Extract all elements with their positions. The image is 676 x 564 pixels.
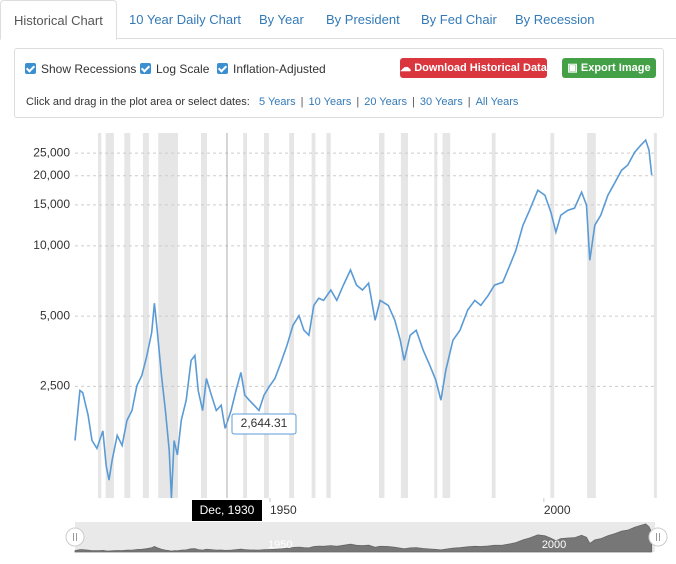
date-range-row: Click and drag in the plot area or selec… <box>26 96 519 108</box>
tab[interactable]: By Recession <box>515 12 595 27</box>
navigator-handle <box>648 527 668 547</box>
recession-band <box>311 133 316 498</box>
navigator-handle-grip <box>656 533 660 541</box>
checkbox-label: Log Scale <box>156 62 210 76</box>
tab[interactable]: By Fed Chair <box>421 12 497 27</box>
recession-band <box>653 133 657 498</box>
x-tick-label: 2000 <box>544 503 571 517</box>
date-link[interactable]: 5 Years <box>258 96 296 108</box>
tab[interactable]: By Year <box>259 12 304 27</box>
recession-band <box>434 133 438 498</box>
recession-band <box>98 133 102 498</box>
date-link[interactable]: All Years <box>475 96 519 108</box>
date-label: Dec, 1930 <box>200 503 255 517</box>
recession-band <box>491 133 496 498</box>
navigator-area <box>74 523 653 553</box>
y-tick-label: 10,000 <box>33 238 70 252</box>
recession-band <box>442 133 451 498</box>
tab[interactable]: By President <box>326 12 400 27</box>
checkbox[interactable]: Log Scale <box>140 62 209 76</box>
recession-band <box>550 133 555 498</box>
tooltip-value: 2,644.31 <box>241 416 288 430</box>
recession-band <box>158 133 178 498</box>
y-tick-label: 25,000 <box>33 145 70 159</box>
download-button[interactable]: ☁ Download Historical Data <box>400 58 547 78</box>
recession-band <box>105 133 114 498</box>
checkbox-label: Inflation-Adjusted <box>233 62 326 76</box>
tooltip-box <box>231 413 297 435</box>
recession-band <box>289 133 295 498</box>
navigator-handle <box>65 527 85 547</box>
navigator-tick-label: 2000 <box>542 539 566 551</box>
checkbox[interactable]: Show Recessions <box>25 62 136 76</box>
checkbox-label: Show Recessions <box>41 62 137 76</box>
y-tick-label: 2,500 <box>40 379 70 393</box>
tab-bar: Historical Chart 10 Year Daily Chart By … <box>0 0 676 40</box>
tab[interactable]: Historical Chart <box>0 0 117 40</box>
checkbox[interactable]: Inflation-Adjusted <box>217 62 326 76</box>
navigator-tick-label: 1950 <box>268 539 292 551</box>
x-tick-label: 1950 <box>270 503 297 517</box>
recession-band <box>378 133 385 498</box>
tab[interactable]: 10 Year Daily Chart <box>129 12 242 27</box>
date-label-box <box>192 500 262 521</box>
control-panel: Show Recessions Log Scale Inflation-Adju… <box>14 48 664 118</box>
recession-band <box>263 133 269 498</box>
recession-band <box>326 133 331 498</box>
chart: 2,500 5,000 10,000 15,000 20,000 25,000 1950 20… <box>33 133 668 553</box>
recession-band <box>587 133 596 498</box>
recession-band <box>142 133 149 498</box>
recession-band <box>243 133 247 498</box>
date-link[interactable]: 20 Years <box>364 96 408 108</box>
date-link[interactable]: 10 Years <box>308 96 352 108</box>
button-label: Download Historical Data <box>414 62 547 74</box>
navigator-handle-grip <box>73 533 77 541</box>
y-tick-label: 15,000 <box>33 197 70 211</box>
data-line <box>74 138 653 499</box>
recession-band <box>400 133 408 498</box>
y-tick-label: 20,000 <box>33 168 70 182</box>
export-button[interactable]: ▣ Export Image <box>562 58 656 78</box>
button-label: Export Image <box>580 62 651 74</box>
recession-band <box>200 133 207 498</box>
y-tick-label: 5,000 <box>40 308 70 322</box>
date-prompt: Click and drag in the plot area or selec… <box>26 96 250 108</box>
date-link[interactable]: 30 Years <box>419 96 463 108</box>
recession-band <box>124 133 131 498</box>
